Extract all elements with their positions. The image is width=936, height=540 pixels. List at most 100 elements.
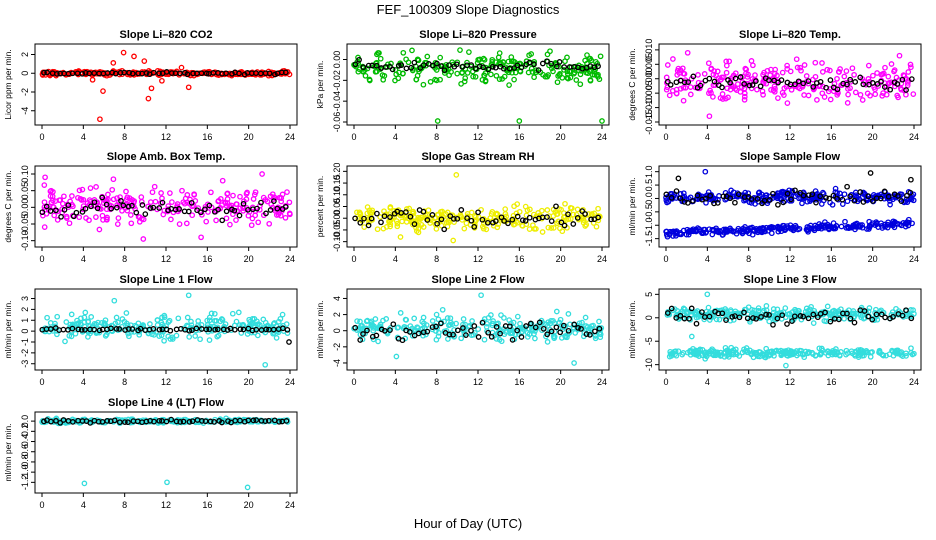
data-point (250, 196, 257, 202)
data-point (813, 199, 819, 206)
data-point (561, 64, 568, 70)
data-point (801, 92, 807, 98)
panel-7: Slope Line 1 Flow 0 4 8 12 16 20 24 3 2 1 0 -1 -2 -3 ml… (3, 274, 298, 387)
data-point (450, 237, 457, 244)
x-tick-label: 0 (351, 254, 356, 264)
data-point (370, 336, 377, 343)
data-point (82, 69, 89, 76)
data-point (780, 222, 786, 229)
data-point (179, 187, 185, 194)
data-point (88, 203, 94, 210)
data-point (283, 418, 290, 424)
data-point (126, 69, 133, 76)
data-point (893, 305, 899, 312)
data-point (174, 201, 181, 207)
data-point (230, 192, 236, 199)
data-point (705, 60, 712, 67)
data-point (433, 336, 440, 343)
y-tick-label: -4 (20, 107, 30, 115)
data-point (707, 87, 713, 94)
data-point (447, 213, 454, 219)
data-point (441, 70, 448, 76)
data-point (844, 81, 850, 88)
data-point (562, 58, 568, 65)
data-point (903, 91, 909, 98)
panel-title: Slope Li–820 Temp. (739, 29, 841, 41)
data-point (798, 67, 804, 74)
data-point (518, 334, 525, 340)
data-point (896, 52, 903, 59)
data-point (480, 55, 487, 62)
data-point (204, 317, 211, 324)
data-point (268, 417, 275, 424)
x-tick-label: 12 (473, 132, 483, 142)
data-point (667, 81, 674, 88)
panel-title: Slope Amb. Box Temp. (107, 151, 226, 163)
data-point (908, 345, 914, 352)
y-tick-label: -0.5 (644, 204, 654, 220)
data-point (857, 222, 864, 228)
y-tick-label: -0.4 (20, 434, 30, 450)
data-point (739, 349, 746, 356)
data-point (414, 56, 421, 63)
data-point (203, 70, 210, 77)
data-point (50, 188, 56, 195)
data-point (685, 200, 691, 206)
data-point (550, 68, 556, 75)
data-point (544, 331, 551, 338)
data-point (775, 95, 781, 101)
x-tick-label: 16 (826, 377, 836, 387)
data-point (237, 326, 244, 333)
data-point (263, 326, 270, 333)
data-point (491, 332, 498, 339)
data-point (453, 172, 460, 178)
data-point (573, 211, 580, 218)
data-point (266, 220, 273, 227)
data-point (116, 419, 123, 426)
data-point (468, 327, 474, 334)
data-point (873, 311, 880, 318)
data-point (54, 71, 60, 77)
data-point (730, 347, 737, 354)
data-point (843, 68, 850, 74)
data-point (751, 307, 758, 314)
plot-frame (346, 43, 610, 126)
data-point (453, 61, 460, 68)
data-point (86, 217, 92, 224)
data-point (779, 69, 786, 76)
data-point (113, 326, 120, 332)
data-point (355, 60, 362, 67)
data-point (100, 217, 106, 223)
data-point (532, 324, 539, 331)
y-axis-label: ml/min per min. (627, 300, 637, 358)
data-point (786, 310, 793, 317)
data-point (905, 69, 912, 75)
data-point (584, 70, 591, 77)
data-point (787, 191, 793, 197)
data-point (406, 205, 413, 212)
data-point (254, 205, 260, 212)
data-point (815, 225, 822, 231)
data-point (527, 320, 534, 327)
data-point (267, 193, 274, 200)
data-point (559, 228, 566, 235)
data-point (763, 303, 770, 309)
data-point (248, 222, 255, 229)
data-point (444, 209, 451, 216)
data-point (888, 79, 895, 86)
data-point (694, 225, 701, 231)
data-point (276, 418, 282, 425)
x-tick-label: 4 (81, 500, 86, 510)
data-point (885, 73, 892, 80)
data-point (667, 228, 673, 235)
data-point (706, 113, 713, 120)
data-point (79, 209, 86, 215)
data-point (198, 209, 204, 216)
data-point (237, 193, 243, 200)
data-point (539, 60, 546, 67)
series-all (39, 415, 291, 491)
data-point (184, 71, 191, 78)
data-point (819, 60, 825, 66)
data-point (789, 318, 795, 324)
data-point (881, 188, 888, 195)
